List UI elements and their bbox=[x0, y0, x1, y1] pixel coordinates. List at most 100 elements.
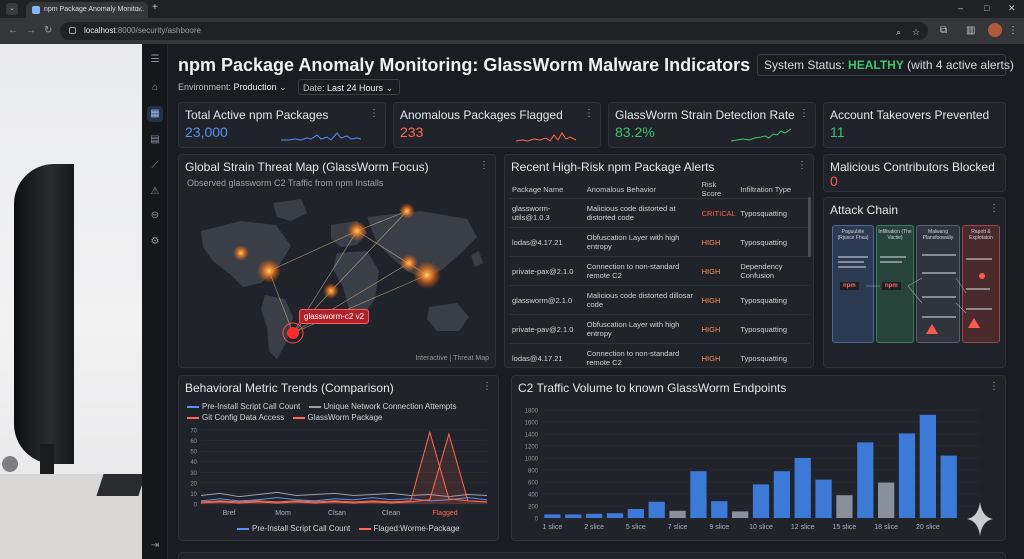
bar[interactable] bbox=[711, 501, 728, 518]
extensions-icon[interactable]: ⧉ bbox=[940, 25, 948, 36]
bar[interactable] bbox=[565, 514, 582, 518]
x-tick-label: 7 slice bbox=[668, 524, 688, 531]
table-row[interactable]: glassworm-utils@1.0.3 Malicious code dis… bbox=[509, 198, 810, 228]
site-info-icon[interactable] bbox=[69, 27, 76, 34]
url-input[interactable]: localhost:8000/security/ashboore ⌕ ☆ bbox=[60, 22, 928, 40]
behavioral-trends-card[interactable]: Behavioral Metric Trends (Comparison) ⋮ … bbox=[178, 375, 499, 541]
environment-filter[interactable]: Environment: Production ⌄ bbox=[174, 79, 293, 95]
bar[interactable] bbox=[836, 495, 853, 518]
back-icon[interactable]: ← bbox=[8, 25, 18, 36]
logout-icon[interactable]: ⇥ bbox=[150, 540, 160, 551]
alerts-icon[interactable]: ⚠ bbox=[150, 186, 160, 197]
bar[interactable] bbox=[627, 509, 644, 518]
table-row[interactable]: lodas@4.17.21 Obfuscation Layer with hig… bbox=[509, 227, 810, 257]
bar[interactable] bbox=[669, 510, 686, 518]
table-row[interactable]: private-pav@2.1.0 Obfuscation Layer with… bbox=[509, 314, 810, 344]
bar[interactable] bbox=[732, 511, 749, 518]
bar[interactable] bbox=[586, 513, 603, 518]
kebab-menu-icon[interactable]: ⋮ bbox=[369, 108, 379, 119]
tab-close-icon[interactable]: ✕ bbox=[136, 5, 143, 14]
column-header[interactable]: Package Name bbox=[509, 180, 584, 199]
kebab-menu-icon[interactable]: ⋮ bbox=[482, 381, 492, 392]
c2-bar-chart: 0 200 400 600 800 1000 1200 1400 1600 1800 1 slice… bbox=[525, 409, 980, 531]
c2-title: C2 Traffic Volume to known GlassWorm End… bbox=[518, 381, 787, 395]
chain-stage-label: Rapott & Explotaton bbox=[969, 229, 993, 241]
c2-traffic-card[interactable]: C2 Traffic Volume to known GlassWorm End… bbox=[511, 375, 1006, 541]
behavior-cell: Obfuscation Layer with high entropy bbox=[583, 314, 699, 344]
kpi-card-anomalous-packages[interactable]: Anomalous Packages Flagged ⋮ 233 bbox=[393, 102, 601, 148]
bar[interactable] bbox=[878, 482, 895, 518]
reload-icon[interactable]: ↻ bbox=[44, 25, 53, 36]
risk-cell: HIGH bbox=[698, 227, 738, 257]
shield-icon[interactable]: ⊖ bbox=[150, 210, 160, 221]
zoom-icon[interactable]: ⌕ bbox=[896, 27, 902, 37]
tab-search-icon[interactable]: ⌄ bbox=[6, 3, 18, 15]
table-row[interactable]: private-pax@2.1.0 Connection to non-stan… bbox=[509, 256, 810, 286]
kpi-card-total-packages[interactable]: Total Active npm Packages ⋮ 23,000 bbox=[178, 102, 386, 148]
profile-avatar[interactable] bbox=[988, 23, 1002, 37]
kpi-card-malicious-contributors[interactable]: Malicious Contributors Blocked 0 bbox=[823, 154, 1006, 192]
kpi-card-detection-rate[interactable]: GlassWorm Strain Detection Rate ⋮ 83.2% bbox=[608, 102, 816, 148]
bar[interactable] bbox=[773, 471, 790, 518]
table-scrollbar[interactable] bbox=[808, 197, 811, 257]
column-header[interactable]: Risk Score bbox=[698, 180, 738, 199]
side-panel-icon[interactable]: ▥ bbox=[966, 25, 976, 36]
new-tab-icon[interactable]: + bbox=[152, 2, 158, 13]
bar[interactable] bbox=[544, 514, 561, 518]
c2-callout-label[interactable]: glassworm-c2 v2 bbox=[299, 309, 370, 324]
kpi-value: 83.2% bbox=[615, 124, 655, 140]
bar[interactable] bbox=[898, 433, 916, 518]
column-header[interactable]: Infiltration Type bbox=[737, 180, 810, 199]
forward-icon[interactable]: → bbox=[26, 25, 36, 36]
bar[interactable] bbox=[606, 513, 624, 518]
x-tick-label: Clsan bbox=[328, 510, 346, 517]
threat-map-card[interactable]: Global Strain Threat Map (GlassWorm Focu… bbox=[178, 154, 496, 368]
kebab-menu-icon[interactable]: ⋮ bbox=[479, 160, 489, 171]
table-row[interactable]: glassworm@2.1.0 Malicious code distorted… bbox=[509, 285, 810, 315]
legend-label: Flaged:Worme-Package bbox=[373, 524, 460, 533]
x-tick-label: 12 slice bbox=[791, 524, 815, 531]
risk-cell: HIGH bbox=[698, 256, 738, 286]
bar[interactable] bbox=[940, 455, 957, 518]
home-icon[interactable]: ⌂ bbox=[151, 82, 159, 93]
kebab-menu-icon[interactable]: ⋮ bbox=[989, 381, 999, 392]
menu-icon[interactable]: ☰ bbox=[150, 54, 160, 65]
kpi-value: 0 bbox=[830, 173, 838, 189]
close-window-icon[interactable]: ✕ bbox=[1008, 3, 1016, 13]
packages-icon[interactable]: ▤ bbox=[150, 134, 160, 145]
status-value: HEALTHY bbox=[848, 58, 904, 72]
settings-gear-icon[interactable]: ⚙ bbox=[150, 236, 160, 247]
table-row[interactable]: lodas@4.17.21 Connection to non-standard… bbox=[509, 343, 810, 367]
bar[interactable] bbox=[752, 484, 770, 518]
maximize-icon[interactable]: □ bbox=[984, 3, 990, 13]
chevron-down-icon: ⌄ bbox=[385, 83, 394, 93]
kpi-card-account-takeovers[interactable]: Account Takeovers Prevented 11 bbox=[823, 102, 1006, 148]
bar[interactable] bbox=[919, 414, 936, 518]
bar[interactable] bbox=[794, 458, 811, 518]
chain-stage-3[interactable] bbox=[916, 225, 960, 343]
bookmark-star-icon[interactable]: ☆ bbox=[912, 27, 921, 37]
chain-node-npm: npm bbox=[840, 282, 859, 290]
bar[interactable] bbox=[690, 471, 707, 518]
chrome-menu-icon[interactable]: ⋮ bbox=[1008, 25, 1018, 36]
attack-chain-card[interactable]: Attack Chain ⋮ Paguubite (Rjusce Fhsa) I… bbox=[823, 197, 1006, 368]
alerts-table-card[interactable]: Recent High-Risk npm Package Alerts ⋮ Pa… bbox=[504, 154, 814, 368]
bar[interactable] bbox=[648, 501, 665, 518]
browser-tab-bar: ⌄ npm Package Anomaly Monito... ✕ + – □ … bbox=[0, 0, 1024, 18]
kebab-menu-icon[interactable]: ⋮ bbox=[799, 108, 809, 119]
kebab-menu-icon[interactable]: ⋮ bbox=[584, 108, 594, 119]
date-filter[interactable]: Date: Last 24 Hours ⌄ bbox=[298, 79, 401, 95]
dashboard-icon[interactable]: ▦ bbox=[147, 106, 163, 122]
column-header[interactable]: Anomalous Behavior bbox=[583, 180, 699, 199]
trends-legend-top-1: Pre-Install Script Call Count Unique Net… bbox=[187, 402, 456, 411]
bar[interactable] bbox=[815, 479, 832, 518]
kpi-title: Anomalous Packages Flagged bbox=[400, 108, 563, 122]
chain-flow-diagram bbox=[838, 254, 992, 334]
browser-tab[interactable]: npm Package Anomaly Monito... ✕ bbox=[26, 2, 148, 18]
kebab-menu-icon[interactable]: ⋮ bbox=[797, 160, 807, 171]
bar[interactable] bbox=[857, 442, 874, 518]
kebab-menu-icon[interactable]: ⋮ bbox=[989, 203, 999, 214]
analytics-icon[interactable]: ⟋ bbox=[151, 160, 159, 171]
minimize-icon[interactable]: – bbox=[958, 3, 964, 13]
chain-stage-4[interactable] bbox=[962, 225, 1000, 343]
